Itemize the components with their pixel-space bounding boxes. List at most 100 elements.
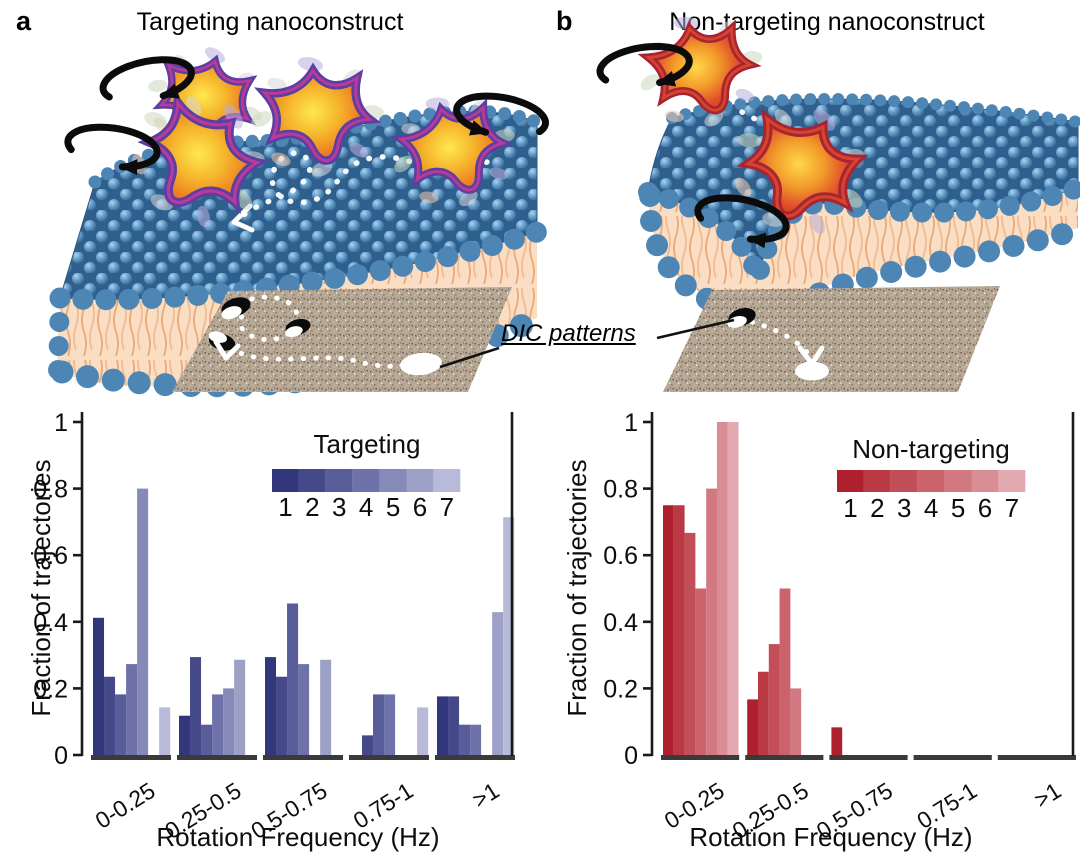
bar->1-day7 bbox=[503, 517, 515, 755]
legend-swatch-4 bbox=[917, 470, 945, 492]
bar-0-0.25-day6 bbox=[716, 422, 728, 755]
bar->1-day6 bbox=[492, 612, 504, 755]
legend-number-label: 6 bbox=[413, 492, 427, 522]
bar-0.25-0.5-day6 bbox=[234, 659, 246, 755]
dic-spot bbox=[285, 318, 311, 338]
bar-0-0.25-day5 bbox=[137, 488, 149, 755]
legend-number-label: 2 bbox=[870, 493, 884, 523]
legend-number-label: 1 bbox=[278, 492, 292, 522]
y-tick-label: 1 bbox=[54, 409, 68, 437]
x-axis-title: Rotation Frequency (Hz) bbox=[689, 822, 972, 852]
legend-swatch-4 bbox=[352, 469, 380, 492]
bar-0-0.25-day7 bbox=[159, 707, 171, 755]
dic-plane-a bbox=[172, 287, 512, 392]
y-tick-label: 0.6 bbox=[603, 542, 638, 570]
bar-0.5-0.75-day3 bbox=[287, 603, 299, 755]
bar-0.25-0.5-day4 bbox=[779, 588, 791, 755]
dic-spot bbox=[727, 308, 756, 328]
y-axis-title: Fraction of trajectories bbox=[562, 459, 592, 716]
membrane-a-front-head-row bbox=[49, 221, 548, 311]
bar-0-0.25-day1 bbox=[663, 505, 674, 755]
bar-0.5-0.75-day1 bbox=[265, 657, 277, 755]
bar-0-0.25-day1 bbox=[93, 617, 105, 755]
rotation-arrow-icon bbox=[596, 42, 693, 87]
bar->1-day2 bbox=[448, 696, 460, 755]
y-axis-title: Fraction of trajectories bbox=[26, 459, 56, 716]
bar->1-day4 bbox=[470, 724, 482, 755]
legend-number-label: 1 bbox=[843, 493, 857, 523]
dic-spot-white bbox=[400, 352, 442, 376]
y-tick-label: 0.2 bbox=[603, 675, 638, 703]
legend-swatch-6 bbox=[406, 469, 434, 492]
bar-0.25-0.5-day1 bbox=[747, 699, 758, 755]
bar-0.75-1-day7 bbox=[417, 707, 429, 755]
bar-0.75-1-day4 bbox=[384, 694, 396, 755]
bar-0-0.25-day2 bbox=[104, 676, 116, 755]
legend-swatch-2 bbox=[298, 469, 326, 492]
legend-swatch-3 bbox=[890, 470, 918, 492]
rotation-arrow-icon bbox=[694, 194, 790, 249]
rotation-arrow-icon bbox=[453, 92, 549, 136]
legend-title: Non-targeting bbox=[852, 434, 1010, 464]
legend-swatch-7 bbox=[433, 469, 461, 492]
y-tick-label: 0 bbox=[624, 742, 638, 770]
x-tick-label: 0-0.25 bbox=[91, 777, 160, 834]
dic-trajectory-a bbox=[227, 294, 410, 369]
y-tick-label: 0.4 bbox=[33, 609, 68, 637]
dic-arrowhead-b bbox=[797, 345, 825, 367]
y-tick-label: 1 bbox=[624, 409, 638, 437]
dic-patterns-label: DIC patterns bbox=[501, 320, 636, 347]
illustration-panels bbox=[48, 0, 1080, 400]
dic-leader-line-right bbox=[656, 318, 735, 340]
trajectory-arrowhead-a bbox=[231, 203, 255, 233]
legend-swatch-2 bbox=[863, 470, 891, 492]
bar-0.25-0.5-day3 bbox=[201, 724, 213, 755]
legend-number-label: 7 bbox=[1005, 493, 1019, 523]
x-axis-title: Rotation Frequency (Hz) bbox=[156, 822, 439, 852]
dic-trajectory-b bbox=[749, 319, 813, 359]
legend-swatch-5 bbox=[944, 470, 972, 492]
bar->1-day3 bbox=[459, 724, 471, 755]
legend-number-label: 3 bbox=[897, 493, 911, 523]
bar-0-0.25-day4 bbox=[695, 588, 707, 755]
bar-0.5-0.75-day1 bbox=[831, 727, 843, 755]
y-tick-label: 0.2 bbox=[33, 675, 68, 703]
bar-0-0.25-day3 bbox=[684, 532, 696, 755]
legend-number-label: 6 bbox=[978, 493, 992, 523]
dic-arrowhead-a bbox=[213, 339, 241, 361]
y-tick-label: 0.8 bbox=[33, 476, 68, 504]
panel-b-label: b bbox=[556, 6, 573, 36]
bar-0.25-0.5-day2 bbox=[757, 671, 769, 755]
legend-swatch-3 bbox=[325, 469, 353, 492]
bar->1-day1 bbox=[437, 696, 449, 755]
bar-0-0.25-day4 bbox=[126, 664, 138, 755]
bar-0.25-0.5-day5 bbox=[790, 688, 802, 755]
chart-targeting: 00.20.40.60.810-0.25 0.25-0.5 0.5-0.75 0.75… bbox=[26, 409, 515, 852]
bar-0.25-0.5-day2 bbox=[190, 657, 202, 755]
rotation-arrow-icon bbox=[99, 56, 195, 101]
bar-0.25-0.5-day4 bbox=[212, 694, 224, 755]
x-tick-label: >1 bbox=[468, 777, 504, 813]
legend-swatch-1 bbox=[837, 470, 864, 492]
legend-swatch-5 bbox=[379, 469, 407, 492]
x-tick-label: >1 bbox=[1030, 777, 1066, 813]
bar-0.5-0.75-day4 bbox=[298, 664, 310, 755]
legend-swatch-6 bbox=[971, 470, 999, 492]
bar-0-0.25-day5 bbox=[706, 488, 717, 755]
bar-0.25-0.5-day1 bbox=[179, 715, 191, 755]
legend-number-label: 3 bbox=[332, 492, 346, 522]
bar-0-0.25-day3 bbox=[115, 694, 127, 755]
legend-title: Targeting bbox=[314, 429, 421, 459]
legend-swatch-1 bbox=[272, 469, 299, 492]
y-tick-label: 0 bbox=[54, 742, 68, 770]
legend-number-label: 5 bbox=[386, 492, 400, 522]
legend-number-label: 7 bbox=[440, 492, 454, 522]
dic-spot bbox=[208, 331, 236, 351]
y-tick-label: 0.6 bbox=[33, 542, 68, 570]
y-tick-label: 0.8 bbox=[603, 476, 638, 504]
panel-a-title: Targeting nanoconstruct bbox=[136, 8, 404, 36]
dic-spot-white bbox=[795, 361, 829, 381]
legend-swatch-7 bbox=[998, 470, 1026, 492]
chart-non-targeting: 00.20.40.60.810-0.250.25-0.50.5-0.75 0.75… bbox=[562, 409, 1076, 852]
